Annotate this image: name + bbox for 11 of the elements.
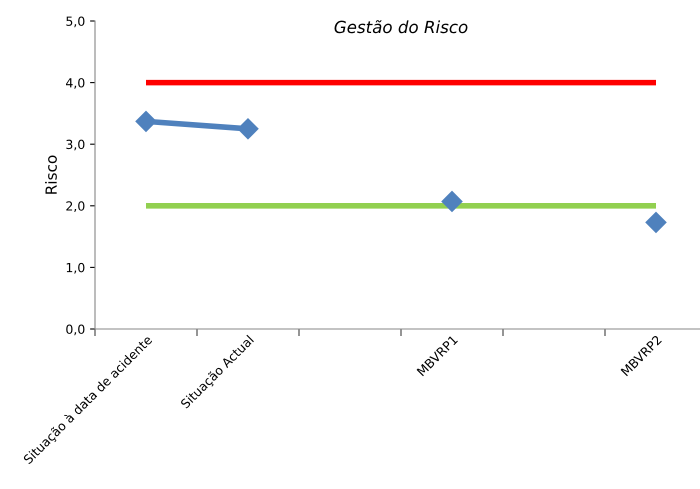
chart-title: Gestão do Risco xyxy=(334,20,468,34)
y-tick-label: 0,0 xyxy=(66,324,84,336)
point xyxy=(645,212,667,233)
y-tick-label: 4,0 xyxy=(66,78,84,89)
point xyxy=(135,110,157,132)
y-tick-label: 1,0 xyxy=(66,262,84,274)
y-tick-label: 3,0 xyxy=(66,140,84,150)
point xyxy=(441,190,463,212)
y-axis-title: Risco xyxy=(45,156,57,194)
y-tick-label: 2,0 xyxy=(66,201,84,212)
y-tick-label: 5,0 xyxy=(66,16,84,28)
